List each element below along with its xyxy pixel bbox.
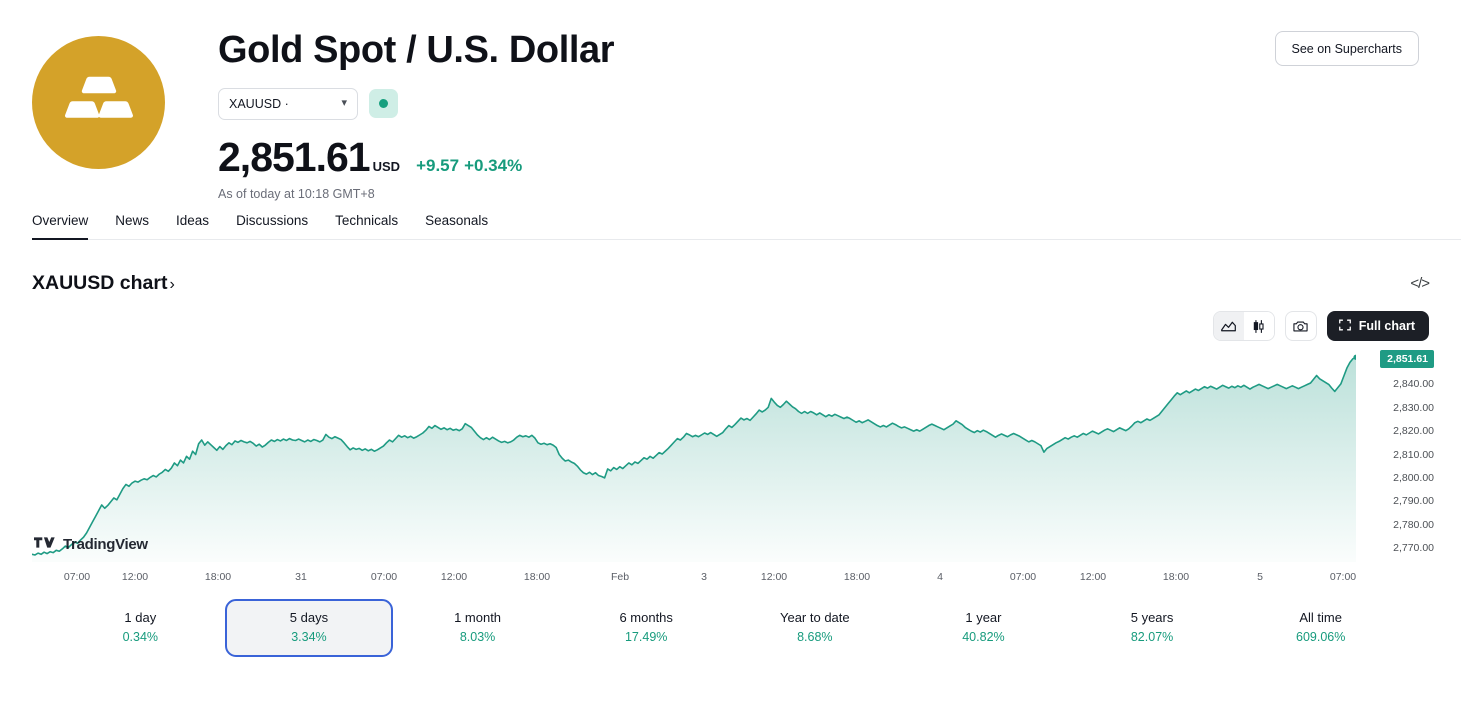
time-axis-tick: 3 — [701, 571, 707, 583]
time-axis-tick: 07:00 — [1329, 571, 1357, 583]
camera-icon[interactable] — [1284, 311, 1317, 341]
chart-type-group — [1212, 311, 1275, 341]
time-axis-tick: 5 — [1257, 571, 1263, 583]
full-chart-label: Full chart — [1358, 319, 1415, 333]
period-all-time[interactable]: All time 609.06% — [1236, 599, 1405, 657]
time-axis-tick: 18:00 — [843, 571, 871, 583]
time-axis-tick: 07:00 — [63, 571, 91, 583]
chart-title-link[interactable]: XAUUSD chart › — [32, 272, 175, 295]
price-axis-tick: 2,770.00 — [1393, 541, 1434, 554]
period-label: 6 months — [619, 610, 673, 625]
time-axis-tick: 18:00 — [204, 571, 232, 583]
tab-news[interactable]: News — [115, 213, 150, 228]
price-axis-tick: 2,810.00 — [1393, 448, 1434, 461]
page-title: Gold Spot / U.S. Dollar — [218, 29, 615, 71]
chart-title-text: XAUUSD chart — [32, 272, 168, 294]
time-axis-tick: 12:00 — [760, 571, 788, 583]
period-change: 609.06% — [1296, 630, 1346, 644]
tab-discussions[interactable]: Discussions — [236, 213, 309, 228]
period-label: Year to date — [779, 610, 850, 625]
as-of-timestamp: As of today at 10:18 GMT+8 — [218, 186, 375, 201]
section-tabs: Overview News Ideas Discussions Technica… — [32, 212, 1461, 240]
last-price: 2,851.61 — [218, 133, 371, 180]
tab-ideas[interactable]: Ideas — [176, 213, 210, 228]
period-5-years[interactable]: 5 years 82.07% — [1068, 599, 1237, 657]
chart-toolbar: Full chart — [32, 311, 1429, 341]
price-change-percent: +0.34% — [464, 155, 523, 175]
period-6-months[interactable]: 6 months 17.49% — [562, 599, 731, 657]
period-change: 82.07% — [1130, 630, 1174, 644]
embed-code-icon[interactable]: </> — [1410, 275, 1430, 292]
time-axis-tick: 12:00 — [1079, 571, 1107, 583]
chevron-right-icon: › — [169, 276, 175, 293]
period-change: 8.68% — [797, 630, 833, 644]
period-change: 40.82% — [962, 630, 1005, 644]
gold-bars-icon — [60, 64, 138, 142]
price-axis-tick: 2,780.00 — [1393, 518, 1434, 531]
time-axis-tick: 31 — [295, 571, 307, 583]
chart-section: XAUUSD chart › </> — [0, 240, 1461, 657]
time-axis-tick: 18:00 — [1162, 571, 1190, 583]
candlestick-icon[interactable] — [1243, 312, 1274, 340]
time-axis-tick: 4 — [937, 571, 943, 583]
period-label: 1 month — [454, 610, 502, 625]
symbol-select-value: XAUUSD · — [229, 96, 289, 111]
price-change: +9.57 +0.34% — [416, 156, 527, 176]
time-axis-tick: 07:00 — [1009, 571, 1037, 583]
time-axis-tick: 07:00 — [370, 571, 398, 583]
full-chart-button[interactable]: Full chart — [1326, 311, 1429, 341]
time-axis-tick: 12:00 — [121, 571, 149, 583]
price-axis-tick: 2,820.00 — [1393, 425, 1434, 438]
period-change: 0.34% — [122, 630, 159, 644]
period-change: 17.49% — [624, 630, 668, 644]
tab-overview[interactable]: Overview — [32, 213, 89, 240]
period-selector: 1 day 0.34% 5 days 3.34% 1 month 8.03% 6… — [32, 599, 1429, 657]
period-1-month[interactable]: 1 month 8.03% — [393, 599, 562, 657]
period-1-day[interactable]: 1 day 0.34% — [56, 599, 225, 657]
period-label: 1 day — [124, 610, 157, 625]
time-axis: 07:00 12:00 18:00 31 07:00 12:00 18:00 Feb 3 12:0… — [32, 571, 1356, 589]
price-axis: 2,851.61 2,840.00 2,830.00 2,820.00 2,810.0… — [1364, 347, 1434, 565]
price-currency: USD — [372, 158, 401, 174]
price-axis-tick: 2,840.00 — [1393, 378, 1434, 391]
price-area-series — [32, 354, 1356, 562]
price-chart[interactable]: TradingView 2,851.61 2,840.00 2,830.00 2,8… — [32, 347, 1434, 589]
see-on-supercharts-button[interactable]: See on Supercharts — [1274, 31, 1419, 66]
expand-icon — [1338, 318, 1352, 335]
chevron-down-icon: ▾ — [341, 97, 347, 110]
period-year-to-date[interactable]: Year to date 8.68% — [731, 599, 900, 657]
price-change-absolute: +9.57 — [416, 155, 460, 175]
period-label: 1 year — [965, 610, 1002, 625]
tab-technicals[interactable]: Technicals — [335, 213, 399, 228]
market-status-badge[interactable] — [369, 89, 398, 119]
period-1-year[interactable]: 1 year 40.82% — [899, 599, 1068, 657]
price-axis-tick: 2,790.00 — [1393, 495, 1434, 508]
price-axis-tick: 2,830.00 — [1393, 401, 1434, 414]
price-axis-tick: 2,800.00 — [1393, 471, 1434, 484]
instrument-header: Gold Spot / U.S. Dollar XAUUSD · ▾ 2,851… — [0, 0, 1461, 240]
gold-logo — [32, 36, 165, 169]
period-label: All time — [1299, 610, 1342, 625]
period-label: 5 days — [289, 610, 329, 625]
area-chart-icon[interactable] — [1213, 312, 1244, 340]
period-5-days[interactable]: 5 days 3.34% — [224, 599, 394, 657]
period-change: 3.34% — [291, 630, 327, 644]
symbol-select[interactable]: XAUUSD · ▾ — [218, 87, 358, 120]
time-axis-tick: 12:00 — [440, 571, 468, 583]
period-change: 8.03% — [459, 630, 496, 644]
tab-seasonals[interactable]: Seasonals — [425, 213, 489, 228]
time-axis-tick: 18:00 — [523, 571, 551, 583]
time-axis-tick: Feb — [610, 571, 630, 583]
period-label: 5 years — [1130, 610, 1174, 625]
market-open-dot — [379, 99, 388, 109]
current-price-badge: 2,851.61 — [1380, 350, 1434, 368]
